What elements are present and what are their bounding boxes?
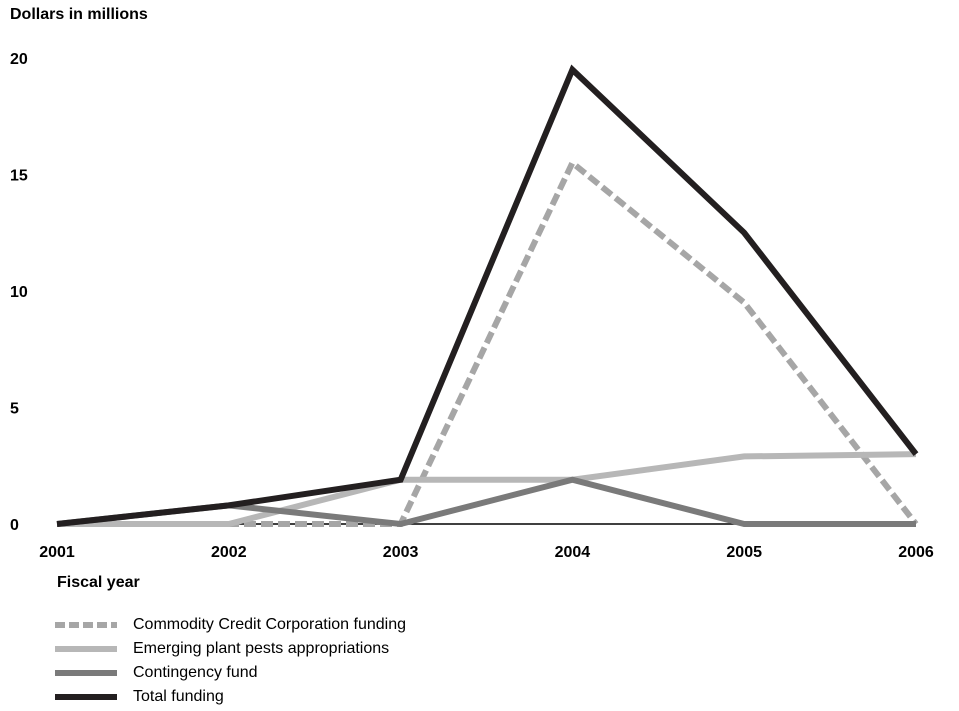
legend-label-emerging-pests: Emerging plant pests appropriations [133, 640, 390, 657]
series-layer [56, 64, 919, 528]
x-tick-label: 2006 [898, 544, 934, 561]
x-tick-label: 2005 [726, 544, 762, 561]
x-tick-label: 2004 [555, 544, 591, 561]
y-tick-label: 15 [10, 168, 28, 185]
y-tick-label: 20 [10, 51, 28, 68]
series-line-total [56, 64, 919, 527]
y-tick-label: 5 [10, 401, 19, 418]
series-line-contingency [56, 476, 916, 528]
series-line-ccc [57, 158, 919, 527]
x-tick-label: 2002 [211, 544, 247, 561]
legend-swatch-ccc [55, 622, 117, 628]
x-tick-label: 2001 [39, 544, 75, 561]
y-axis-ticks: 0 5 10 15 20 [10, 51, 28, 534]
series-line-emerging-pests [57, 451, 917, 527]
x-axis-title: Fiscal year [57, 574, 140, 591]
x-tick-label: 2003 [383, 544, 419, 561]
legend-label-ccc: Commodity Credit Corporation funding [133, 616, 407, 633]
y-tick-label: 10 [10, 284, 28, 301]
y-axis-title: Dollars in millions [10, 6, 148, 23]
legend-swatch-contingency [55, 670, 117, 676]
legend-label-contingency: Contingency fund [133, 664, 258, 681]
legend-swatch-emerging-pests [55, 646, 117, 652]
x-axis-ticks: 2001 2002 2003 2004 2005 2006 [39, 544, 934, 561]
line-chart: 0 5 10 15 20 2001 2002 2003 2004 2005 2006 [10, 51, 934, 561]
y-tick-label: 0 [10, 517, 19, 534]
legend-label-total: Total funding [133, 688, 224, 705]
legend-swatch-total [55, 694, 117, 700]
